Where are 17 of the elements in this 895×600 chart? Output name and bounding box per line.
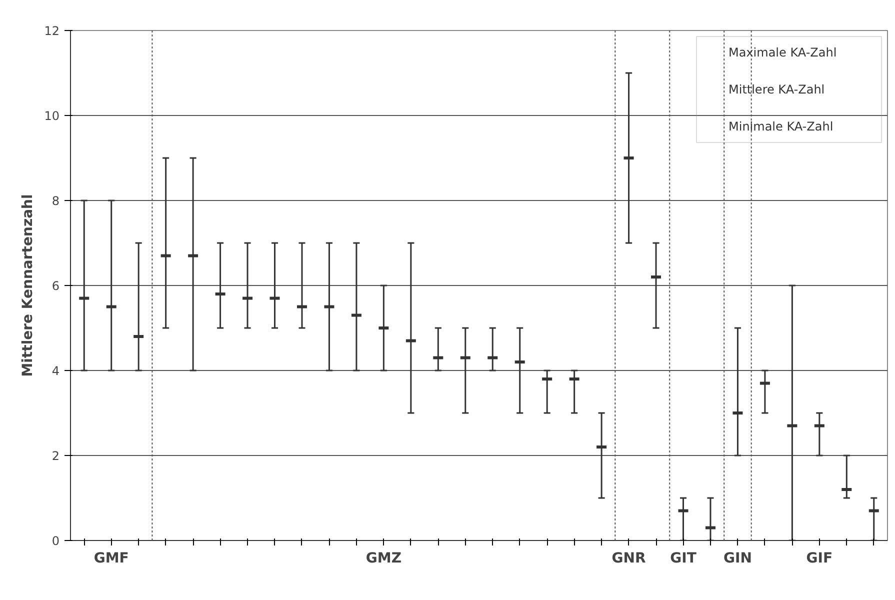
y-tick-label: 4 [52, 364, 60, 378]
y-axis-title: Mittlere Kennartenzahl [20, 194, 36, 377]
annotation: Maximale KA-Zahl [728, 46, 837, 60]
y-tick-label: 2 [52, 449, 60, 463]
x-tick-label: GMZ [366, 550, 402, 566]
y-tick-label: 8 [52, 194, 60, 208]
annotation: Minimale KA-Zahl [728, 120, 834, 134]
y-tick-label: 6 [52, 279, 60, 293]
x-tick-label: GMF [94, 550, 129, 566]
y-tick-label: 10 [44, 109, 60, 123]
x-tick-label: GNR [612, 550, 646, 566]
x-tick-label: GIT [670, 550, 697, 566]
y-tick-label: 0 [52, 534, 60, 548]
y-tick-label: 12 [44, 24, 60, 38]
annotation: Mittlere KA-Zahl [728, 82, 825, 96]
x-tick-label: GIF [806, 550, 833, 566]
x-tick-label: GIN [724, 550, 752, 566]
